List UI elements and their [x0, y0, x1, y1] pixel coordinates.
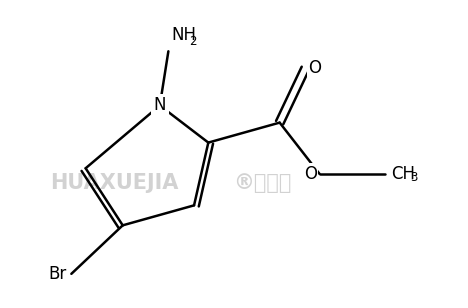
Text: N: N [154, 96, 166, 115]
Text: O: O [304, 165, 317, 183]
Text: NH: NH [171, 26, 196, 44]
Text: Br: Br [49, 265, 67, 283]
Text: O: O [308, 59, 321, 77]
Text: HUAXUEJIA: HUAXUEJIA [50, 172, 178, 192]
Text: ®化学加: ®化学加 [234, 172, 292, 192]
Text: 3: 3 [410, 172, 418, 184]
Text: 2: 2 [189, 35, 197, 48]
Text: CH: CH [391, 165, 415, 183]
